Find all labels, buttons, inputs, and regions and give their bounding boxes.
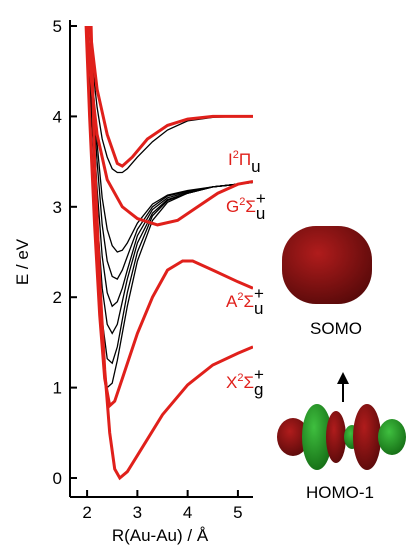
arrow	[337, 372, 349, 402]
y-tick-label: 5	[53, 17, 62, 36]
state-label-sub: u	[251, 157, 260, 176]
state-label-part: 2	[239, 196, 245, 208]
curve	[86, 62, 253, 389]
x-tick-label: 4	[183, 503, 192, 522]
curve	[89, 26, 253, 481]
curve	[84, 26, 253, 409]
curve	[86, 26, 253, 335]
plot-area	[84, 26, 253, 481]
state-label-sub: u	[256, 204, 265, 223]
homo-orbital	[277, 404, 406, 470]
y-tick-label: 1	[53, 379, 62, 398]
state-label: G2Σ	[226, 196, 256, 216]
curve	[85, 26, 253, 227]
state-label-part: Σ	[243, 292, 254, 311]
state-label: X2Σ	[226, 372, 254, 392]
state-label: A2Σ	[226, 291, 254, 311]
state-label-sub: g	[254, 380, 263, 399]
x-tick-label: 2	[82, 503, 91, 522]
state-label-part: G	[226, 197, 239, 216]
state-label-part: A	[226, 292, 238, 311]
state-label-part: Σ	[243, 373, 254, 392]
state-label-part: 2	[237, 291, 243, 303]
x-tick-label: 3	[133, 503, 142, 522]
state-label-part: I	[228, 150, 233, 169]
y-tick-label: 0	[53, 469, 62, 488]
x-axis-label: R(Au-Au) / Å	[112, 526, 209, 545]
state-label-part: X	[226, 373, 237, 392]
y-axis-label: E / eV	[13, 238, 32, 285]
state-label: I2Π	[228, 149, 251, 169]
x-tick-label: 5	[233, 503, 242, 522]
state-label-sup: +	[254, 365, 264, 384]
state-label-part: Σ	[245, 197, 256, 216]
state-label-part: Π	[239, 150, 251, 169]
y-tick-label: 2	[53, 288, 62, 307]
homo-label: HOMO-1	[306, 483, 374, 502]
y-tick-label: 3	[53, 198, 62, 217]
state-label-part: 2	[237, 372, 243, 384]
state-label-sup: +	[256, 189, 266, 208]
state-label-part: 2	[233, 149, 239, 161]
somo-label: SOMO	[310, 319, 362, 338]
curve	[86, 26, 253, 253]
somo-orbital	[282, 226, 372, 304]
state-label-sub: u	[254, 299, 263, 318]
curve	[88, 26, 253, 168]
y-tick-label: 4	[53, 107, 62, 126]
state-label-sup: +	[254, 284, 264, 303]
